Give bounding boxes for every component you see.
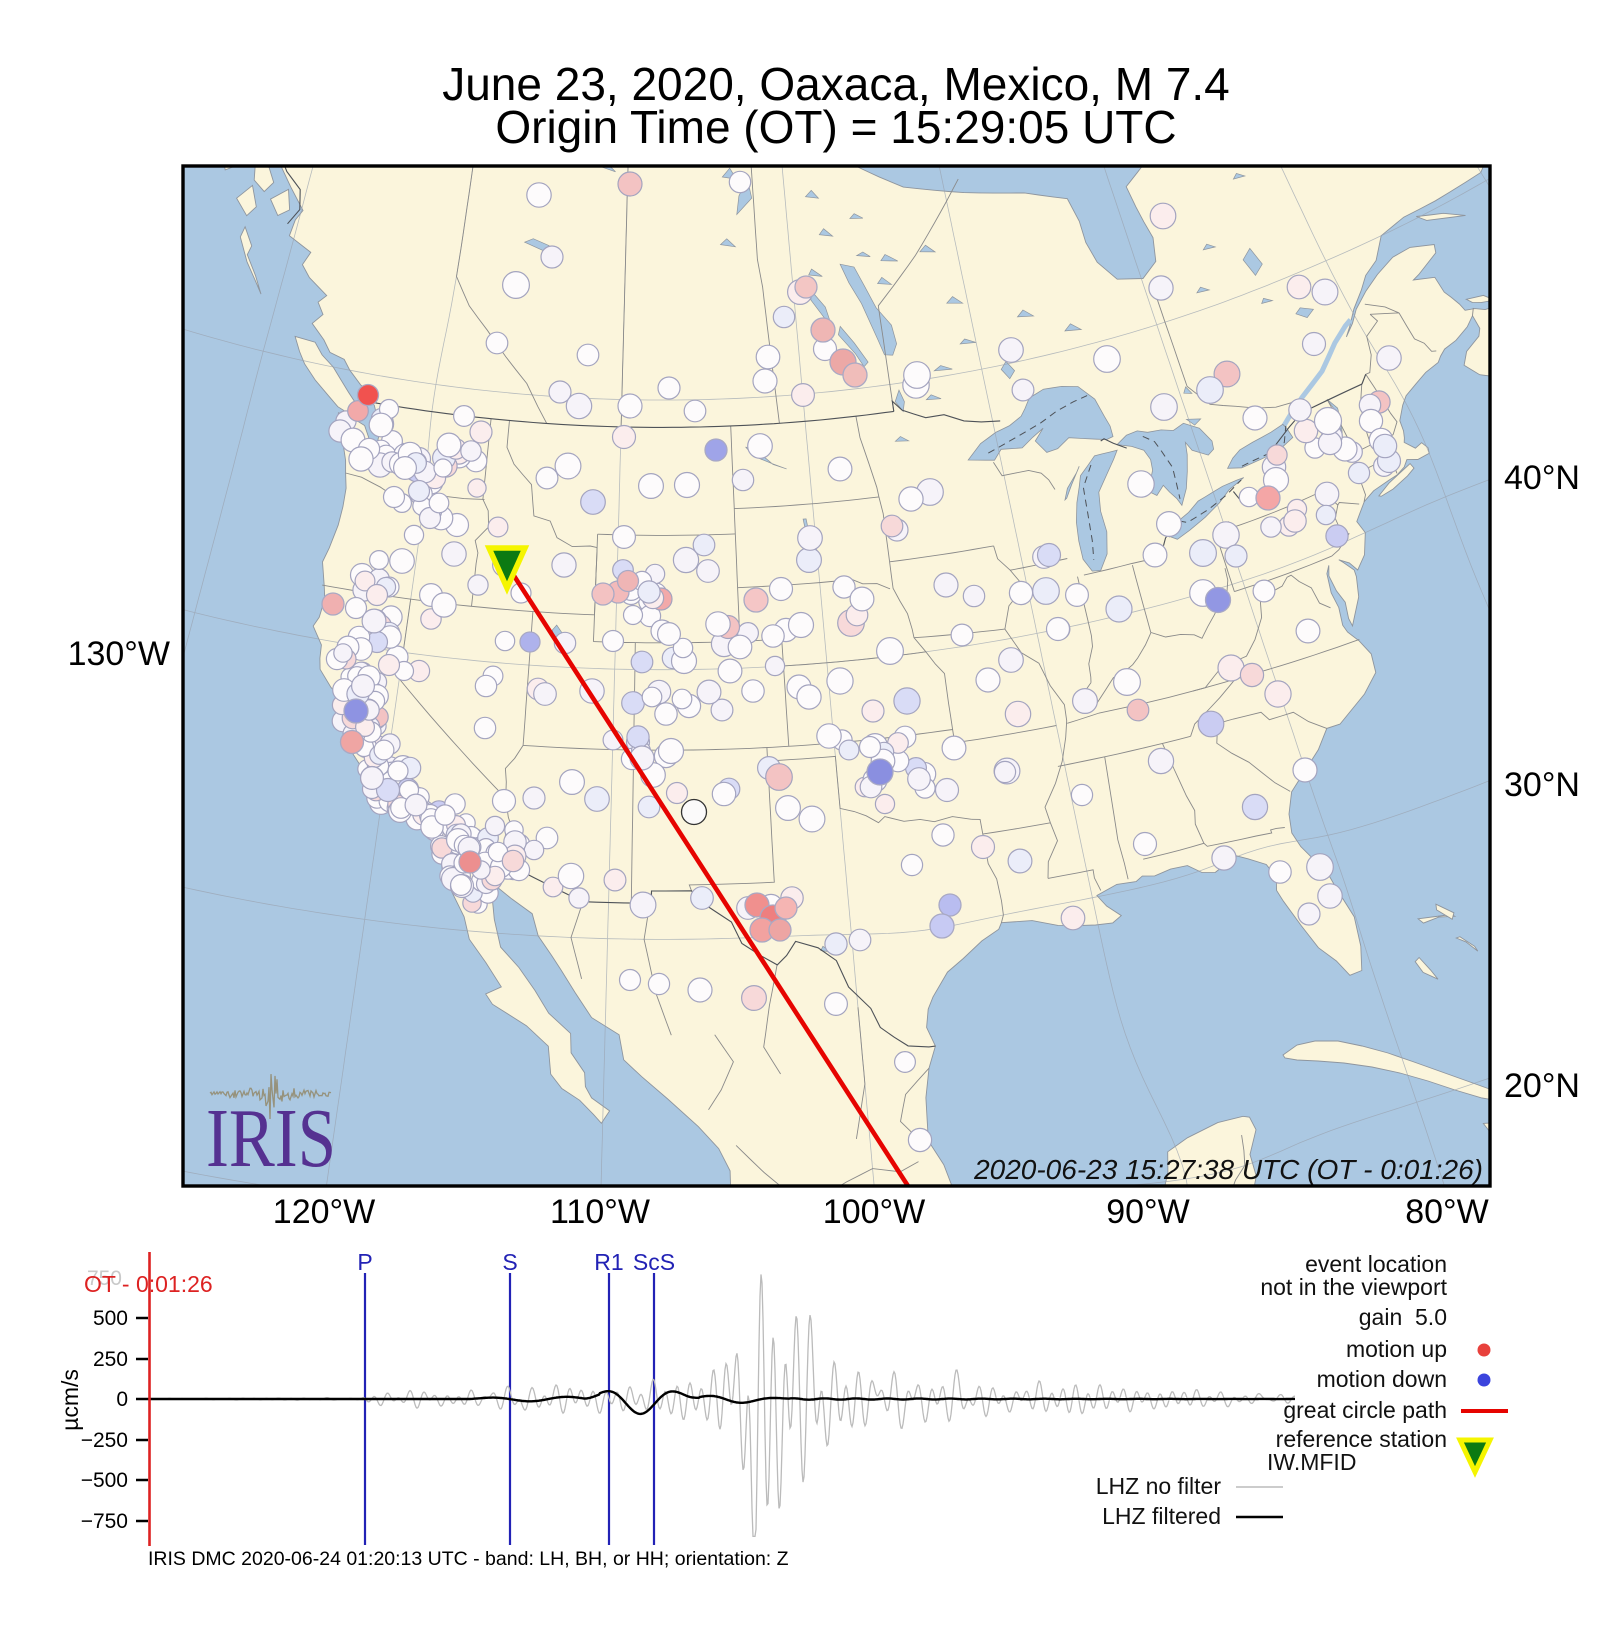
svg-text:P: P: [357, 1249, 372, 1275]
svg-text:LHZ no filter: LHZ no filter: [1096, 1473, 1222, 1499]
svg-text:reference station: reference station: [1276, 1426, 1447, 1452]
svg-text:0: 0: [116, 1388, 128, 1411]
svg-text:µcm/s: µcm/s: [57, 1369, 83, 1431]
svg-text:750: 750: [87, 1267, 122, 1290]
svg-text:IW.MFID: IW.MFID: [1267, 1449, 1356, 1475]
svg-text:250: 250: [93, 1348, 128, 1371]
svg-text:2020-06-23 15:27:38 UTC (OT -: 2020-06-23 15:27:38 UTC (OT - 0:01:26): [973, 1154, 1483, 1185]
svg-text:−500: −500: [81, 1469, 128, 1492]
svg-text:motion down: motion down: [1317, 1366, 1447, 1392]
svg-text:gain 5.0: gain 5.0: [1359, 1304, 1447, 1330]
svg-text:IRIS: IRIS: [206, 1092, 336, 1185]
svg-text:500: 500: [93, 1307, 128, 1330]
svg-text:ScS: ScS: [633, 1249, 675, 1275]
svg-text:130°W: 130°W: [68, 635, 170, 673]
svg-text:S: S: [502, 1249, 517, 1275]
svg-text:−250: −250: [81, 1429, 128, 1452]
svg-text:80°W: 80°W: [1405, 1193, 1489, 1231]
svg-text:20°N: 20°N: [1504, 1067, 1580, 1105]
svg-text:June 23, 2020, Oaxaca, Mexico,: June 23, 2020, Oaxaca, Mexico, M 7.4: [442, 58, 1230, 110]
svg-text:40°N: 40°N: [1504, 459, 1580, 497]
svg-text:R1: R1: [594, 1249, 623, 1275]
svg-text:100°W: 100°W: [823, 1193, 925, 1231]
svg-text:110°W: 110°W: [550, 1193, 650, 1231]
svg-text:LHZ filtered: LHZ filtered: [1102, 1503, 1221, 1529]
svg-text:−750: −750: [81, 1510, 128, 1533]
svg-text:IRIS DMC 2020-06-24 01:20:13 U: IRIS DMC 2020-06-24 01:20:13 UTC - band:…: [148, 1548, 789, 1570]
svg-text:120°W: 120°W: [273, 1193, 375, 1231]
svg-text:OT - 0:01:26: OT - 0:01:26: [84, 1271, 213, 1297]
svg-text:great circle path: great circle path: [1283, 1397, 1447, 1423]
svg-text:not in the viewport: not in the viewport: [1260, 1274, 1447, 1300]
svg-text:motion up: motion up: [1346, 1336, 1447, 1362]
svg-text:90°W: 90°W: [1106, 1193, 1190, 1231]
svg-text:event location: event location: [1305, 1251, 1447, 1277]
svg-text:30°N: 30°N: [1504, 766, 1580, 804]
svg-text:Origin Time (OT) = 15:29:05 UT: Origin Time (OT) = 15:29:05 UTC: [495, 101, 1176, 153]
